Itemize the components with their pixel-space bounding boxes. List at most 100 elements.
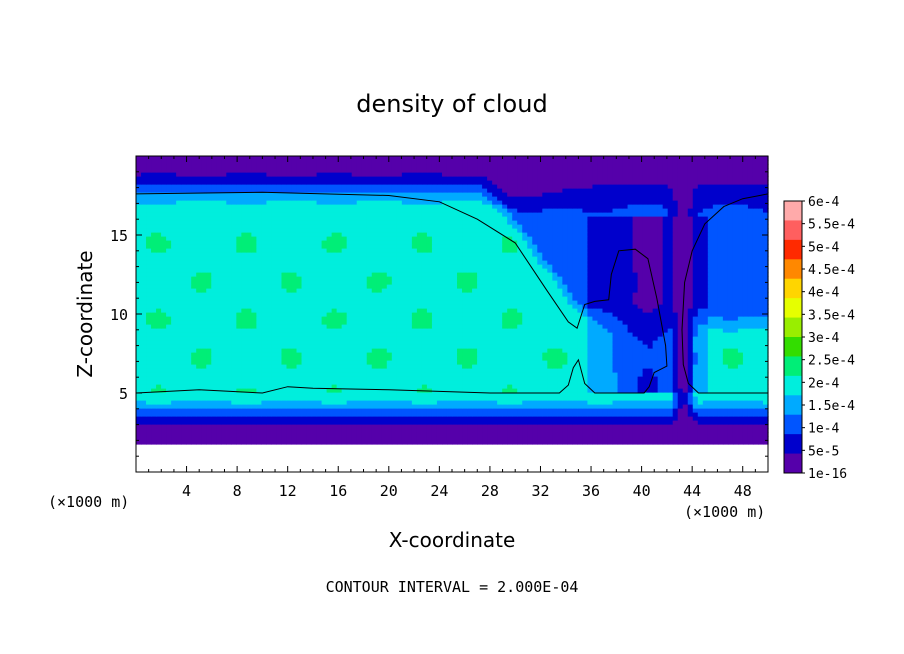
heatmap-cell	[191, 308, 197, 313]
heatmap-cell	[146, 344, 152, 349]
heatmap-cell	[642, 412, 649, 417]
heatmap-cell	[742, 440, 749, 445]
heatmap-cell	[361, 368, 368, 373]
heatmap-cell	[727, 324, 734, 329]
heatmap-cell	[151, 304, 157, 309]
heatmap-cell	[497, 316, 503, 321]
heatmap-cell	[136, 416, 142, 421]
heatmap-cell	[702, 432, 709, 437]
heatmap-cell	[462, 340, 468, 345]
heatmap-cell	[301, 428, 308, 433]
heatmap-cell	[742, 372, 749, 377]
heatmap-cell	[587, 316, 594, 321]
heatmap-cell	[436, 412, 443, 417]
heatmap-cell	[361, 356, 368, 361]
heatmap-cell	[712, 348, 719, 353]
heatmap-cell	[381, 372, 388, 377]
heatmap-cell	[542, 360, 548, 365]
heatmap-cell	[361, 428, 368, 433]
heatmap-cell	[687, 380, 694, 385]
heatmap-cell	[191, 344, 197, 349]
heatmap-cell	[401, 432, 408, 437]
heatmap-cell	[321, 416, 328, 421]
heatmap-cell	[757, 336, 764, 341]
heatmap-cell	[396, 440, 403, 445]
heatmap-cell	[517, 400, 523, 405]
heatmap-cell	[351, 340, 358, 345]
heatmap-cell	[351, 408, 358, 413]
heatmap-cell	[592, 332, 599, 337]
heatmap-cell	[717, 376, 724, 381]
heatmap-cell	[757, 420, 764, 425]
heatmap-cell	[742, 404, 749, 409]
heatmap-cell	[236, 328, 242, 333]
heatmap-cell	[226, 332, 232, 337]
heatmap-cell	[612, 392, 619, 397]
heatmap-cell	[602, 392, 609, 397]
heatmap-cell	[371, 368, 378, 373]
heatmap-cell	[737, 304, 744, 309]
heatmap-cell	[662, 356, 669, 361]
heatmap-cell	[452, 424, 458, 429]
heatmap-cell	[537, 396, 543, 401]
heatmap-cell	[231, 356, 237, 361]
heatmap-cell	[351, 316, 358, 321]
heatmap-cell	[577, 432, 584, 437]
heatmap-cell	[206, 412, 212, 417]
heatmap-cell	[391, 416, 398, 421]
heatmap-cell	[607, 360, 614, 365]
heatmap-cell	[216, 300, 222, 305]
heatmap-cell	[316, 376, 323, 381]
heatmap-cell	[487, 404, 493, 409]
heatmap-cell	[166, 356, 172, 361]
heatmap-cell	[371, 392, 378, 397]
heatmap-cell	[627, 352, 634, 357]
heatmap-cell	[206, 432, 212, 437]
heatmap-cell	[732, 308, 739, 313]
heatmap-cell	[141, 292, 147, 297]
heatmap-cell	[627, 376, 634, 381]
heatmap-cell	[692, 412, 699, 417]
heatmap-cell	[467, 348, 473, 353]
heatmap-cell	[647, 400, 654, 405]
heatmap-cell	[446, 408, 453, 413]
heatmap-cell	[502, 396, 508, 401]
heatmap-cell	[261, 396, 268, 401]
heatmap-cell	[677, 424, 684, 429]
heatmap-cell	[467, 416, 473, 421]
heatmap-cell	[206, 348, 212, 353]
heatmap-cell	[482, 392, 488, 397]
heatmap-cell	[762, 300, 769, 305]
heatmap-cell	[642, 408, 649, 413]
heatmap-cell	[181, 428, 187, 433]
heatmap-cell	[256, 324, 262, 329]
heatmap-cell	[181, 344, 187, 349]
heatmap-cell	[727, 432, 734, 437]
heatmap-cell	[567, 300, 573, 305]
heatmap-cell	[411, 300, 418, 305]
heatmap-cell	[487, 344, 493, 349]
heatmap-cell	[171, 380, 177, 385]
heatmap-cell	[356, 400, 363, 405]
heatmap-cell	[577, 424, 584, 429]
heatmap-cell	[687, 432, 694, 437]
heatmap-cell	[336, 364, 343, 369]
heatmap-cell	[672, 424, 679, 429]
heatmap-cell	[622, 368, 629, 373]
heatmap-cell	[211, 380, 217, 385]
heatmap-cell	[216, 400, 222, 405]
heatmap-cell	[381, 292, 388, 297]
heatmap-cell	[346, 420, 353, 425]
heatmap-cell	[577, 376, 584, 381]
heatmap-cell	[532, 356, 538, 361]
heatmap-cell	[306, 428, 313, 433]
heatmap-cell	[717, 300, 724, 305]
heatmap-cell	[276, 312, 283, 317]
heatmap-cell	[737, 380, 744, 385]
heatmap-cell	[482, 328, 488, 333]
heatmap-cell	[146, 412, 152, 417]
heatmap-cell	[441, 408, 448, 413]
heatmap-cell	[667, 440, 674, 445]
heatmap-cell	[336, 432, 343, 437]
heatmap-cell	[627, 416, 634, 421]
